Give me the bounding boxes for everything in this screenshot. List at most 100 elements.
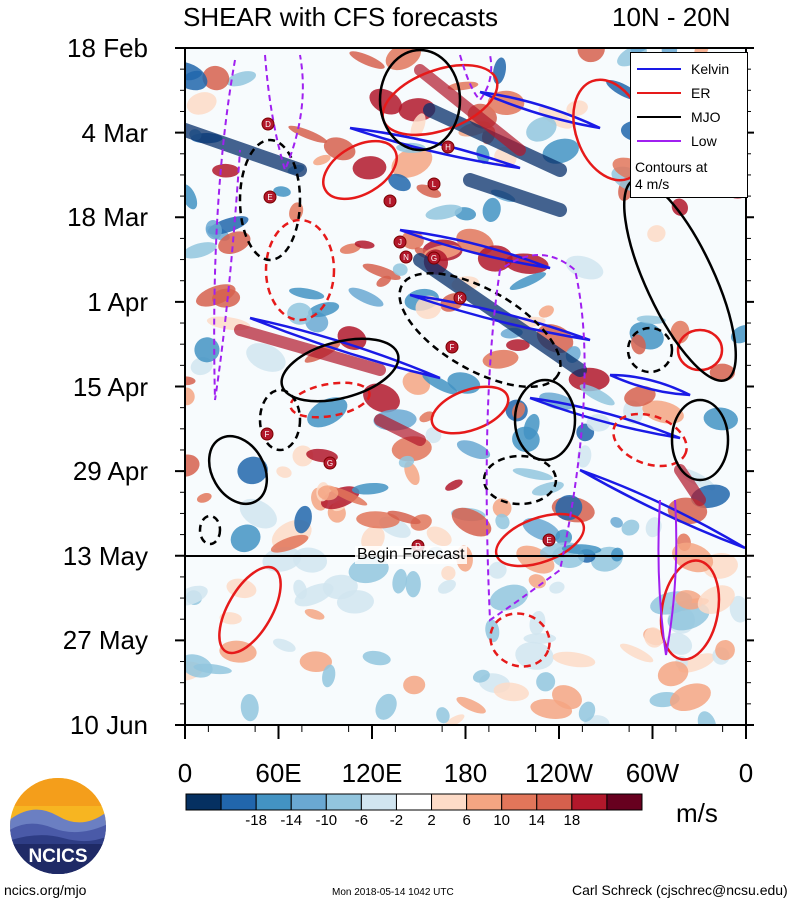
colorbar-tick-label: 2 [427,812,436,829]
y-tick-label: 13 May [62,540,148,571]
mjo-contour [482,454,558,506]
shear-cell [185,184,198,210]
colorbar-tick-label: -14 [280,812,303,829]
storm-marker [263,190,277,204]
kelvin-contour [529,396,681,440]
legend-item-kelvin: Kelvin [635,59,745,79]
shear-cell [304,608,325,620]
shear-cell [729,595,746,623]
shear-cell [392,263,408,276]
shear-cell [456,440,491,460]
shear-cell [193,663,232,675]
x-tick-label: 60W [625,758,680,788]
shear-cell [403,675,426,695]
shear-cell [289,287,325,300]
storm-marker [260,427,274,441]
storm-marker [399,250,413,264]
footer-timestamp: Mon 2018-05-14 1042 UTC [332,887,454,898]
mjo-contour [398,271,562,389]
legend-note: Contours at 4 m/s [635,159,745,193]
shear-cell [703,407,738,431]
shear-cell [239,498,277,529]
legend-swatch [637,92,681,94]
shear-cell [391,147,433,178]
colorbar-swatch [571,793,608,811]
logo-text: NCICS [28,846,87,867]
y-tick-label: 1 Apr [87,286,148,317]
storm-marker [453,291,467,305]
shear-cell [348,287,384,307]
shear-cell [351,482,389,495]
shear-cell [515,641,554,670]
shear-cell [272,638,296,652]
kelvin-contour [249,316,441,380]
shear-cell [610,516,623,528]
low-contour [264,54,304,173]
shear-cell [538,105,573,129]
colorbar-units: m/s [676,798,718,828]
storm-marker [441,140,455,154]
shear-cell [671,198,689,216]
x-tick-label: 0 [177,758,193,788]
mjo-contour [198,514,222,546]
shear-cell [657,661,689,687]
colorbar-swatch [185,793,222,811]
kelvin-contour [609,373,691,397]
colorbar-swatch [501,793,538,811]
legend-note-line: 4 m/s [635,176,670,192]
shear-cell [669,683,711,712]
shear-cell [185,585,208,606]
shear-cell [730,324,746,344]
ncics-logo[interactable]: NCICS [8,776,108,876]
shear-cell [576,445,592,468]
shear-cell [356,511,400,529]
legend: Kelvin ER MJO Low Contours at 4 m/s [630,52,748,198]
shear-cell [488,561,507,579]
y-tick-label: 27 May [62,625,148,656]
shear-cell [349,51,385,69]
shear-cell [313,154,331,166]
negative-shear-band [423,103,567,177]
shear-cell [186,92,217,115]
storm-marker-label: H [445,143,451,152]
storm-marker-label: I [389,197,391,206]
storm-marker-label: J [398,238,402,247]
negative-shear-band [185,123,307,177]
shear-cell [292,547,328,573]
shear-cell [512,468,553,481]
colorbar-swatch [431,793,468,811]
x-tick-label: 120E [341,758,403,788]
legend-swatch [637,116,681,118]
shear-cell [212,163,240,178]
shear-cell [552,651,596,668]
shear-cell [611,547,624,562]
legend-item-mjo: MJO [635,107,745,127]
colorbar-swatch [360,793,397,811]
mjo-contour [670,398,730,482]
mjo-contour [238,138,302,262]
colorbar-tick-label: 14 [528,812,546,829]
shear-cell [425,204,463,220]
kelvin-contour [399,228,551,270]
shear-cell [363,383,400,413]
er-contour [612,412,688,468]
shear-cell [670,320,690,344]
colorbar [185,793,643,811]
shear-cell [436,707,450,724]
shear-cell [445,479,463,491]
y-tick-label: 29 Apr [72,456,148,487]
footer-url[interactable]: ncics.org/mjo [4,882,87,898]
shear-cell [354,240,375,249]
er-contour [430,385,510,435]
kelvin-contour [409,293,591,342]
shear-cell [185,70,202,81]
shear-cell [437,579,456,594]
shear-cell [387,510,421,525]
er-contour [264,218,336,322]
shear-cell [352,156,387,180]
shear-cell [530,698,573,719]
positive-shear-band [674,464,706,506]
colorbar-tick-label: 10 [493,812,511,829]
y-tick-label: 15 Apr [72,371,148,402]
